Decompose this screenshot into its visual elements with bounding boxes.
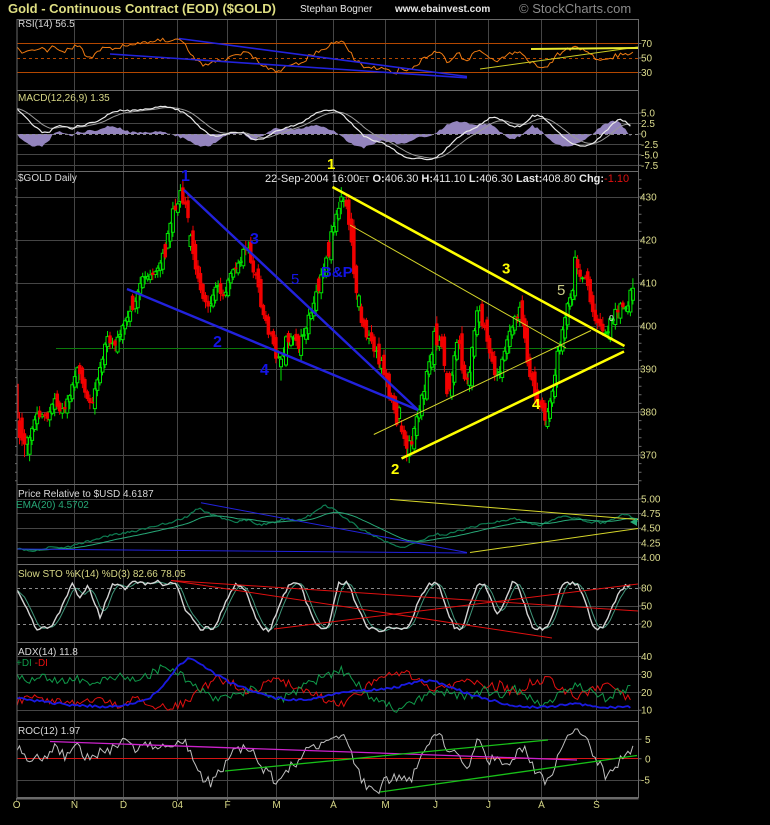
svg-text:4: 4 <box>532 396 541 413</box>
svg-text:-5: -5 <box>641 776 650 787</box>
svg-text:400: 400 <box>640 322 657 333</box>
svg-text:420: 420 <box>640 236 657 247</box>
svg-text:Slow STO %K(14) %D(3) 82.66: Slow STO %K(14) %D(3) 82.66 78.05 <box>18 569 186 580</box>
svg-text:2: 2 <box>391 461 399 478</box>
svg-text:0: 0 <box>641 130 647 141</box>
svg-text:3: 3 <box>250 231 259 248</box>
svg-text:Price Relative to $USD 4.6187: Price Relative to $USD 4.6187 <box>18 489 154 500</box>
svg-text:N: N <box>71 800 78 811</box>
svg-text:20: 20 <box>641 688 653 699</box>
svg-text:0: 0 <box>609 313 614 323</box>
svg-text:B&P: B&P <box>321 264 353 281</box>
svg-text:20: 20 <box>641 620 653 631</box>
svg-text:30: 30 <box>641 670 653 681</box>
svg-text:J: J <box>486 800 491 811</box>
svg-text:5.00: 5.00 <box>641 495 661 506</box>
svg-text:40: 40 <box>641 652 653 663</box>
svg-text:Stephan Bogner: Stephan Bogner <box>300 4 373 15</box>
svg-text:ROC(12) 1.97: ROC(12) 1.97 <box>18 726 81 737</box>
svg-text:4.50: 4.50 <box>641 524 661 535</box>
svg-text:www.ebainvest.com: www.ebainvest.com <box>394 4 490 15</box>
svg-text:1: 1 <box>327 156 335 173</box>
svg-text:22-Sep-2004 16:00ET O:406.30 H: 22-Sep-2004 16:00ET O:406.30 H:411.10 L:… <box>265 173 629 185</box>
svg-text:+DI -DI: +DI -DI <box>16 658 48 669</box>
svg-text:RSI(14) 56.5: RSI(14) 56.5 <box>18 19 75 30</box>
svg-text:1: 1 <box>181 168 190 185</box>
svg-text:-7.5: -7.5 <box>641 161 659 172</box>
svg-text:M: M <box>272 800 280 811</box>
svg-text:430: 430 <box>640 193 657 204</box>
svg-text:50: 50 <box>641 54 653 65</box>
svg-text:5: 5 <box>645 735 651 746</box>
svg-text:410: 410 <box>640 279 657 290</box>
svg-text:04: 04 <box>172 800 184 811</box>
svg-text:O: O <box>13 800 21 811</box>
svg-text:4.25: 4.25 <box>641 538 661 549</box>
svg-text:A: A <box>330 800 337 811</box>
svg-text:0: 0 <box>645 754 651 765</box>
svg-text:2: 2 <box>213 334 222 351</box>
svg-text:30: 30 <box>641 68 653 79</box>
svg-text:5: 5 <box>291 271 299 288</box>
svg-text:3: 3 <box>502 261 510 278</box>
svg-text:4: 4 <box>260 362 269 379</box>
svg-text:370: 370 <box>640 451 657 462</box>
svg-text:380: 380 <box>640 408 657 419</box>
svg-text:S: S <box>593 800 600 811</box>
svg-text:390: 390 <box>640 365 657 376</box>
svg-text:2.5: 2.5 <box>641 119 655 130</box>
svg-text:70: 70 <box>641 39 653 50</box>
svg-text:J: J <box>433 800 438 811</box>
svg-text:Gold - Continuous Contract (EO: Gold - Continuous Contract (EOD) ($GOLD) <box>8 1 276 16</box>
svg-text:D: D <box>120 800 127 811</box>
svg-text:M: M <box>381 800 389 811</box>
svg-text:$GOLD Daily: $GOLD Daily <box>18 173 77 184</box>
svg-text:© StockCharts.com: © StockCharts.com <box>519 1 631 16</box>
svg-text:5: 5 <box>557 282 565 299</box>
svg-text:80: 80 <box>641 584 653 595</box>
svg-text:-2.5: -2.5 <box>641 140 659 151</box>
svg-text:4.00: 4.00 <box>641 553 661 564</box>
svg-text:F: F <box>224 800 230 811</box>
svg-text:-5.0: -5.0 <box>641 150 659 161</box>
svg-text:50: 50 <box>641 602 653 613</box>
svg-text:A: A <box>538 800 545 811</box>
svg-text:MACD(12,26,9) 1.35: MACD(12,26,9) 1.35 <box>18 93 110 104</box>
svg-text:4.75: 4.75 <box>641 509 661 520</box>
svg-text:5.0: 5.0 <box>641 109 655 120</box>
svg-text:EMA(20) 4.5702: EMA(20) 4.5702 <box>16 500 89 511</box>
svg-text:ADX(14) 11.8: ADX(14) 11.8 <box>18 647 78 658</box>
svg-text:10: 10 <box>641 706 653 717</box>
